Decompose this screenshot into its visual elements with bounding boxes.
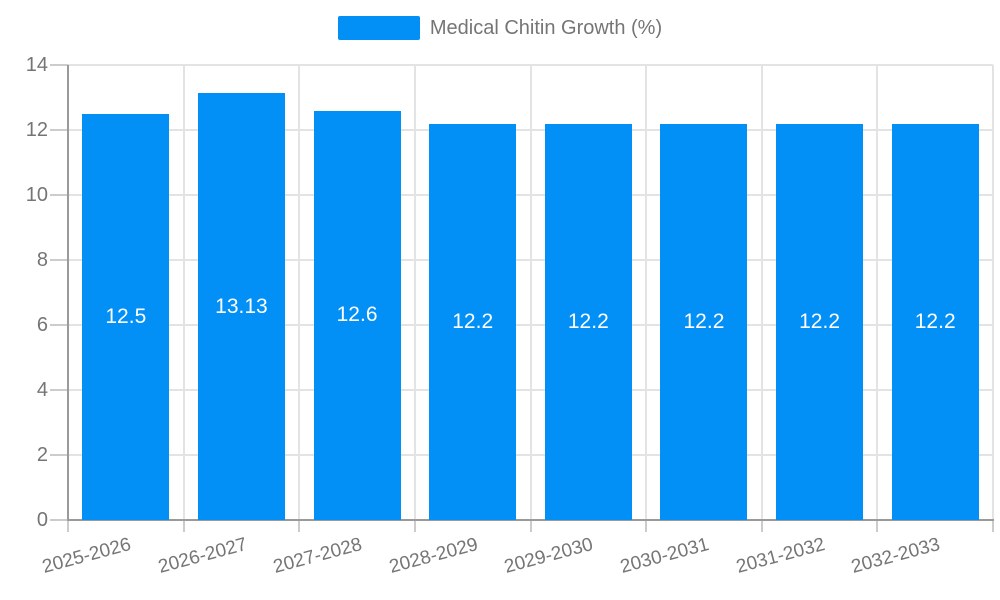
y-axis-tick-label: 10 [25,184,48,206]
y-axis-tick-label: 4 [36,379,48,401]
v-gridline [413,65,416,520]
y-axis-tick-label: 12 [25,119,48,141]
y-axis-tick [50,64,68,66]
bar-value-label: 12.2 [452,309,494,333]
x-axis-tick [992,520,994,532]
bar-value-label: 12.5 [105,304,147,328]
v-gridline [760,65,763,520]
bar[interactable] [776,123,864,520]
x-axis-tick [413,520,416,532]
bar[interactable] [197,93,285,520]
bar-value-label: 12.2 [914,309,956,333]
x-axis-tick [876,520,879,532]
x-axis-label: 2032-2033 [849,534,943,578]
bar[interactable] [82,113,170,520]
y-axis-tick-label: 0 [36,509,48,531]
x-axis-tick [760,520,763,532]
legend[interactable]: Medical Chitin Growth (%) [0,16,1000,40]
bar-value-label: 12.2 [567,309,609,333]
legend-swatch [337,16,420,40]
y-axis-tick-label: 2 [36,444,48,466]
y-axis-tick-label: 8 [36,249,48,271]
bar-value-label: 12.2 [683,309,725,333]
y-axis-tick [50,389,68,391]
x-axis-label: 2026-2027 [155,534,249,578]
y-axis-line [67,65,69,520]
x-axis-tick [67,520,69,532]
y-axis-tick [50,519,68,521]
x-axis-label: 2025-2026 [40,534,134,578]
legend-label: Medical Chitin Growth (%) [429,16,663,39]
bar[interactable] [660,123,748,520]
bar[interactable] [544,123,632,520]
v-gridline [992,65,994,520]
bar-value-label: 12.6 [336,303,378,327]
y-axis-tick [50,194,68,196]
x-axis-tick [298,520,301,532]
x-axis-tick [645,520,648,532]
y-axis-tick [50,129,68,131]
v-gridline [182,65,185,520]
bar[interactable] [891,123,979,520]
x-axis-label: 2031-2032 [733,534,827,578]
bar[interactable] [429,123,517,520]
y-axis-tick-label: 14 [25,54,48,76]
bar[interactable] [313,110,401,520]
bar-value-label: 13.13 [215,294,268,318]
v-gridline [529,65,532,520]
y-axis-tick [50,324,68,326]
v-gridline [876,65,879,520]
y-axis-tick [50,259,68,261]
y-axis-tick [50,454,68,456]
x-axis-label: 2028-2029 [386,534,481,578]
x-axis-label: 2030-2031 [618,534,712,578]
x-axis-tick [182,520,185,532]
bar-value-label: 12.2 [799,309,840,333]
x-axis-tick [529,520,532,532]
x-axis-line [67,519,994,521]
x-axis-label: 2029-2030 [502,534,596,578]
v-gridline [645,65,648,520]
v-gridline [298,65,301,520]
y-axis-tick-label: 6 [36,314,48,336]
x-axis-label: 2027-2028 [271,534,365,578]
